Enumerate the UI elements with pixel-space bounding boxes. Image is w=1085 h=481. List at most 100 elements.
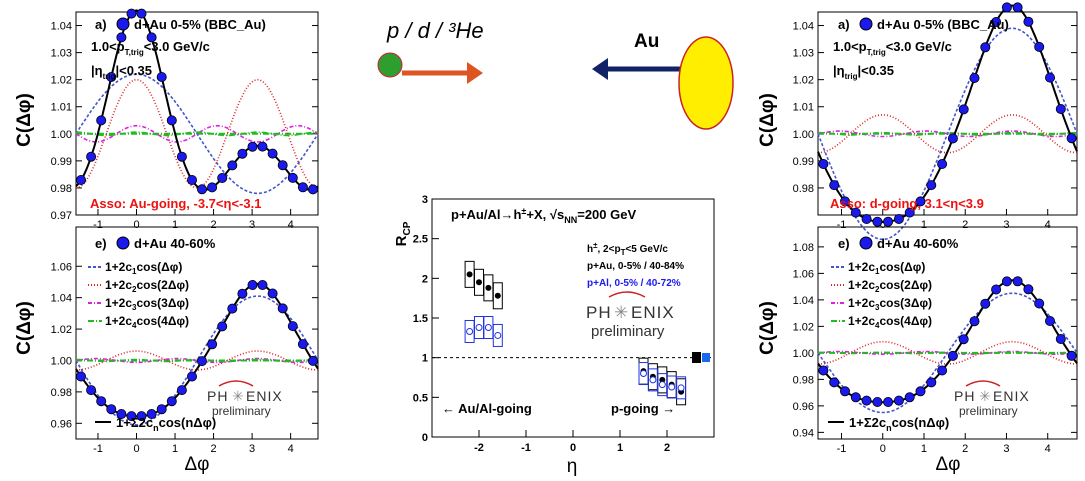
- xlabel-rcp: η: [567, 456, 578, 477]
- target-nucleus-icon: [678, 36, 734, 130]
- xticks-bottom-right: -1 0 1 2 3 4: [837, 433, 1051, 455]
- logo-enix-rcp: ENIX: [631, 303, 675, 322]
- ytick-label: 1.00: [793, 129, 814, 141]
- data-point: [969, 316, 980, 327]
- ylabel-bottom-right: C(Δφ): [757, 301, 778, 355]
- ytick-label: 1.5: [413, 313, 428, 325]
- xtick-label: -1: [93, 219, 103, 231]
- annotation-top-left: Asso: Au-going, -3.7<η<-3.1: [90, 196, 261, 211]
- panel-bottom-right: C(Δφ) Δφ 0.94 0.96 0.98 1.00 1.02 1.04 1.06 1.0…: [757, 226, 1078, 475]
- ytick-label: 1.03: [51, 48, 72, 60]
- data-point: [883, 396, 894, 407]
- data-point: [307, 355, 318, 366]
- panel-top-left: C(Δφ) 0.97 0.98 0.99 1.00 1.01 1.02 1.03 1.04 -…: [14, 8, 319, 231]
- ytick-label: 1.04: [793, 295, 814, 307]
- data-point: [861, 213, 872, 224]
- data-point: [217, 172, 228, 183]
- note-eta-top-right: |ηtrig|<0.35: [833, 63, 894, 81]
- left-going-label: ← Au/Al-going: [442, 401, 532, 416]
- legend-c1-r: 1+2c1cos(Δφ): [848, 260, 925, 276]
- data-point: [277, 160, 288, 171]
- logo-ph-rcp: PH: [586, 303, 612, 322]
- xticks-rcp: -2 -1 0 1 2: [474, 430, 670, 454]
- beam-label: p / d / ³He: [386, 18, 484, 43]
- data-point: [861, 395, 872, 406]
- data-point: [850, 207, 861, 218]
- logo-enix-bottom-left: ENIX: [246, 388, 283, 404]
- ytick-label: 1.00: [51, 129, 72, 141]
- data-point: [247, 141, 258, 152]
- data-point: [237, 288, 248, 299]
- xtick-label: 3: [1003, 219, 1009, 231]
- data-point: [106, 404, 117, 415]
- xtick-label: 2: [664, 442, 670, 454]
- sum-curve: [817, 4, 1078, 223]
- ytick-label: 1: [422, 353, 428, 365]
- rcp-point-al: [466, 327, 474, 335]
- points-bottom-right: [818, 276, 1077, 407]
- legend-c4-r: 1+2c4cos(4Δφ): [848, 314, 932, 330]
- curves-top-left: [75, 9, 319, 195]
- legend-marker-bottom-right: [859, 236, 873, 250]
- ytick-label: 0.96: [51, 418, 72, 430]
- ytick-label: 0.5: [413, 392, 428, 404]
- data-point: [904, 207, 915, 218]
- logo-prelim-bottom-left: preliminary: [212, 404, 271, 418]
- logo-ph-bottom-left: PH: [207, 388, 228, 404]
- data-point: [287, 172, 298, 183]
- data-point: [86, 151, 97, 162]
- ytick-label: 1.04: [51, 293, 72, 305]
- rcp-point-al: [668, 383, 676, 391]
- data-point: [96, 115, 107, 126]
- legend-label-bottom-left: d+Au 40-60%: [134, 236, 216, 251]
- data-point: [1034, 41, 1045, 52]
- data-point: [1001, 276, 1012, 287]
- fourier-curve-c4: [817, 351, 1078, 355]
- data-point: [1066, 133, 1077, 144]
- data-point: [904, 392, 915, 403]
- data-point: [207, 182, 218, 193]
- panel-rcp: RCP η 0 0.5 1 1.5 2 2.5 3 -2 -1 0 1 2 p+Au/Al→h±+X…: [393, 194, 715, 477]
- panel-bottom-left: C(Δφ) Δφ 0.96 0.98 1.00 1.02 1.04 1.06 -1 0 1 2 3…: [14, 226, 319, 475]
- legend-label-bottom-right: d+Au 40-60%: [877, 236, 959, 251]
- xtick-label: 0: [133, 219, 139, 231]
- phenix-logo-bottom-left: PH ✳ ENIX preliminary: [207, 380, 283, 418]
- data-point: [207, 339, 218, 350]
- data-point: [76, 174, 87, 185]
- xtick-label: 3: [1003, 443, 1009, 455]
- logo-star-bottom-left: ✳: [232, 388, 244, 404]
- data-point: [166, 396, 177, 407]
- note-eta-top-left: |ηtrig|<0.35: [91, 63, 152, 81]
- ylabel-top-left: C(Δφ): [14, 93, 35, 147]
- projectile-icon: [377, 52, 403, 78]
- ylabel-bottom-left: C(Δφ): [14, 301, 35, 355]
- data-point: [1045, 72, 1056, 83]
- ytick-label: 1.01: [51, 102, 72, 114]
- points-bottom-left: [76, 279, 318, 422]
- rcp-point-al: [484, 324, 492, 332]
- xtick-label: 1: [172, 219, 178, 231]
- data-point: [1023, 284, 1034, 295]
- data-point: [227, 303, 238, 314]
- data-point: [186, 371, 197, 382]
- data-point: [1023, 16, 1034, 27]
- fourier-curve-c1: [75, 295, 319, 426]
- xtick-label: 1: [617, 442, 623, 454]
- data-point: [156, 72, 167, 83]
- xtick-label: -1: [837, 443, 847, 455]
- data-point: [991, 284, 1002, 295]
- logo-prelim-bottom-right: preliminary: [959, 404, 1018, 418]
- info-rcp: h±, 2<pT<5 GeV/c: [587, 241, 668, 257]
- data-point: [96, 396, 107, 407]
- fourier-curve-c1: [817, 27, 1078, 241]
- xtick-label: 4: [288, 443, 294, 455]
- ytick-label: 2: [422, 273, 428, 285]
- data-point: [196, 184, 207, 195]
- data-point: [850, 392, 861, 403]
- sum-curve: [75, 282, 319, 418]
- data-point: [958, 334, 969, 345]
- data-point: [1012, 276, 1023, 287]
- legend-c3-r: 1+2c3cos(3Δφ): [848, 296, 932, 312]
- legend-label-top-left: d+Au 0-5% (BBC_Au): [134, 17, 266, 32]
